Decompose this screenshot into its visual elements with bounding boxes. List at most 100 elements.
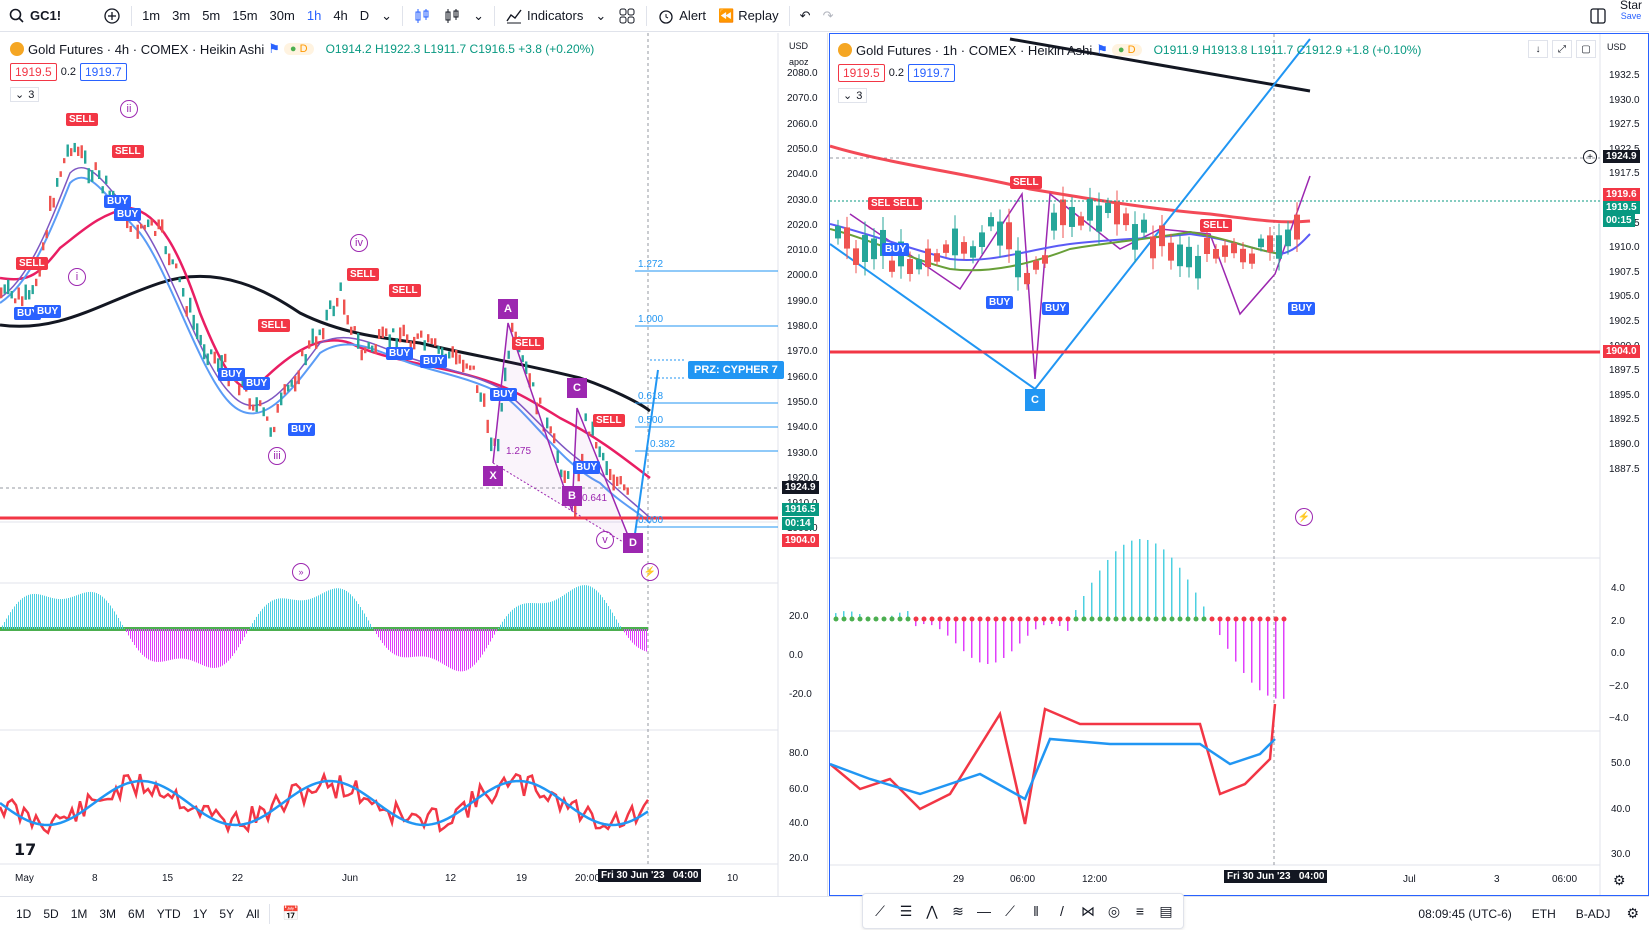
range-1d[interactable]: 1D — [16, 906, 32, 921]
interval-30m[interactable]: 30m — [269, 8, 295, 23]
lightning-icon: ⚡ — [641, 563, 659, 581]
bar-type-button[interactable] — [437, 0, 467, 32]
candle — [486, 419, 489, 434]
osc-bar — [490, 629, 491, 642]
right-collapse-indicators[interactable]: ⌄ 3 — [838, 88, 868, 103]
osc-bar — [482, 629, 483, 655]
candle — [1087, 198, 1093, 221]
left-ask[interactable]: 1919.7 — [80, 63, 127, 81]
osc-bar — [362, 610, 363, 629]
right-price-axis[interactable]: USD 1932.51930.01927.51922.51917.51915.0… — [1583, 34, 1648, 865]
osc-bar — [112, 608, 113, 629]
osc-bar — [120, 621, 121, 629]
osc-bar — [194, 629, 195, 662]
session-label[interactable]: ETH — [1531, 906, 1556, 921]
right-ask[interactable]: 1919.7 — [908, 64, 955, 82]
channel-icon[interactable]: ≋ — [952, 902, 964, 919]
clock-label[interactable]: 08:09:45 (UTC-6) — [1418, 906, 1512, 921]
undo-button[interactable]: ↶ — [794, 0, 817, 32]
star-save-button[interactable]: Star Save — [1613, 0, 1649, 32]
osc-dot — [1217, 616, 1223, 622]
osc-bar — [6, 618, 7, 629]
osc-bar — [478, 629, 479, 661]
range-all[interactable]: All — [246, 906, 260, 921]
rsi-tick: 60.0 — [789, 784, 809, 795]
osc-bar — [56, 598, 57, 629]
parallel-lines-icon[interactable]: ▤ — [1159, 902, 1173, 919]
candle — [1105, 202, 1111, 214]
indicators-dropdown[interactable]: ⌄ — [589, 0, 612, 32]
osc-dot — [1073, 616, 1079, 622]
horizontal-ray-icon[interactable]: — — [977, 903, 991, 919]
indicators-button[interactable]: Indicators — [499, 0, 589, 32]
left-bid[interactable]: 1919.5 — [10, 63, 57, 81]
range-6m[interactable]: 6M — [128, 906, 145, 921]
candle — [311, 328, 314, 344]
calendar-icon[interactable]: 📅 — [282, 905, 300, 921]
fib-icon[interactable]: ‖ — [1033, 903, 1039, 919]
osc-dot — [1105, 616, 1111, 622]
left-time-axis[interactable]: May 8 15 22 Jun 12 19 20:00 10 Fri 30 Ju… — [0, 865, 778, 896]
chart-type-dropdown[interactable]: ⌄ — [467, 0, 490, 32]
symbol-search[interactable]: GC1! — [0, 0, 67, 32]
layouts-button[interactable] — [612, 0, 642, 32]
interval-dropdown[interactable]: ⌄ — [375, 0, 398, 32]
right-time-axis[interactable]: 29 06:00 12:00 Jul 3 06:00 Fri 30 Jun '2… — [830, 866, 1626, 895]
redo-button[interactable]: ↷ — [817, 0, 840, 32]
replay-button[interactable]: ⏪ Replay — [712, 0, 785, 32]
osc-bar — [126, 629, 127, 632]
left-collapse-indicators[interactable]: ⌄ 3 — [10, 87, 40, 102]
buy-signal: BUY — [243, 377, 271, 390]
range-1y[interactable]: 1Y — [192, 906, 208, 921]
interval-15m[interactable]: 15m — [232, 8, 258, 23]
range-5d[interactable]: 5D — [43, 906, 59, 921]
settings-gear-icon[interactable]: ⚙ — [1626, 905, 1639, 921]
chart-type-button[interactable] — [407, 0, 437, 32]
right-chart-pane[interactable]: Gold Futures · 1h · COMEX · Heikin Ashi … — [829, 33, 1649, 896]
cycle-icon[interactable]: ◎ — [1107, 902, 1121, 919]
range-5y[interactable]: 5Y — [219, 906, 235, 921]
osc-bar — [176, 629, 177, 659]
osc-dot — [1241, 616, 1247, 622]
osc-bar — [18, 601, 19, 629]
range-1m[interactable]: 1M — [70, 906, 88, 921]
adjust-label[interactable]: B-ADJ — [1575, 906, 1611, 921]
interval-1m[interactable]: 1m — [142, 8, 161, 23]
osc-bar — [624, 629, 625, 633]
osc-dot — [1201, 616, 1207, 622]
osc-bar — [248, 629, 249, 631]
osc-bar — [154, 629, 155, 662]
right-bid[interactable]: 1919.5 — [838, 64, 885, 82]
layout-select-button[interactable] — [1583, 0, 1613, 32]
candle — [49, 195, 52, 211]
divider — [131, 5, 133, 26]
fib-retracement-icon[interactable]: ≡ — [1135, 903, 1145, 919]
compare-button[interactable] — [97, 0, 127, 32]
ray-icon[interactable]: ⟋ — [1005, 902, 1015, 919]
fast-forward-icon[interactable]: » — [292, 563, 310, 581]
left-chart-pane[interactable]: Gold Futures · 4h · COMEX · Heikin Ashi … — [0, 33, 828, 896]
xabcd-icon[interactable]: ⋈ — [1081, 902, 1095, 919]
pattern-icon[interactable]: ⋀ — [926, 902, 938, 919]
range-ytd[interactable]: YTD — [156, 906, 181, 921]
plus-icon[interactable]: + — [1583, 150, 1597, 164]
arrow-down-icon[interactable]: ↓ — [1528, 40, 1548, 58]
right-chart-title: Gold Futures · 1h · COMEX · Heikin Ashi — [856, 42, 1093, 58]
interval-1h[interactable]: 1h — [306, 8, 322, 23]
line-icon[interactable]: / — [1060, 903, 1064, 919]
osc-bar — [274, 599, 275, 629]
candle — [619, 476, 622, 485]
settings-gear-icon[interactable]: ⚙ — [1613, 872, 1626, 888]
timer-tag: 00:14 — [782, 517, 814, 530]
interval-3m[interactable]: 3m — [172, 8, 191, 23]
range-3m[interactable]: 3M — [99, 906, 117, 921]
alert-button[interactable]: Alert — [651, 0, 712, 32]
horizontal-lines-icon[interactable]: ☰ — [899, 902, 913, 919]
interval-4h[interactable]: 4h — [333, 8, 348, 23]
left-price-axis[interactable]: USD apoz 2080.0 2070.0 2060.0 2050.0 2040.0 2… — [779, 33, 827, 864]
interval-d[interactable]: D — [359, 8, 370, 23]
restore-icon[interactable]: ▢ — [1576, 40, 1596, 58]
trend-line-icon[interactable]: ⟋ — [875, 902, 885, 919]
maximize-icon[interactable]: ⤢ — [1552, 40, 1572, 58]
interval-5m[interactable]: 5m — [202, 8, 221, 23]
